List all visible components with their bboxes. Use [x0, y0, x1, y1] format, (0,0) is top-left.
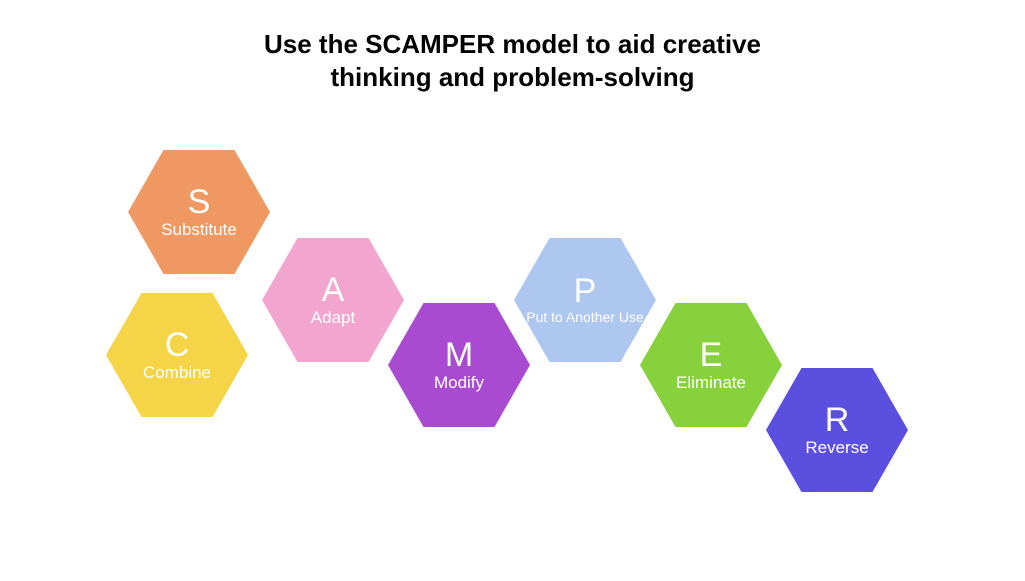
- hex-content: R Reverse: [797, 403, 876, 458]
- hexagon: C Combine: [106, 293, 248, 417]
- hex-node: R Reverse: [766, 368, 908, 492]
- hex-content: P Put to Another Use: [518, 274, 652, 325]
- hex-node: C Combine: [106, 293, 248, 417]
- hex-content: E Eliminate: [668, 338, 754, 393]
- hex-node: M Modify: [388, 303, 530, 427]
- hex-letter: M: [445, 338, 473, 372]
- hex-letter: A: [322, 273, 345, 307]
- hex-letter: S: [188, 185, 211, 219]
- hexagon: E Eliminate: [640, 303, 782, 427]
- hex-label: Eliminate: [676, 374, 746, 393]
- hex-label: Modify: [434, 374, 484, 393]
- hex-letter: C: [165, 328, 190, 362]
- hex-label: Combine: [143, 364, 211, 383]
- hex-label: Reverse: [805, 439, 868, 458]
- page-title: Use the SCAMPER model to aid creative th…: [233, 28, 793, 93]
- hex-node: P Put to Another Use: [514, 238, 656, 362]
- hex-content: C Combine: [135, 328, 219, 383]
- hex-content: M Modify: [426, 338, 492, 393]
- hexagon: R Reverse: [766, 368, 908, 492]
- hexagon: P Put to Another Use: [514, 238, 656, 362]
- hex-letter: R: [825, 403, 850, 437]
- hex-node: S Substitute: [128, 150, 270, 274]
- hex-label: Adapt: [311, 309, 355, 328]
- hexagon: M Modify: [388, 303, 530, 427]
- hex-node: A Adapt: [262, 238, 404, 362]
- hex-label: Substitute: [161, 221, 237, 240]
- hex-letter: E: [700, 338, 723, 372]
- hex-letter: P: [574, 274, 597, 308]
- hexagon: A Adapt: [262, 238, 404, 362]
- hex-label: Put to Another Use: [526, 310, 644, 325]
- hexagon: S Substitute: [128, 150, 270, 274]
- hex-content: S Substitute: [153, 185, 245, 240]
- hex-content: A Adapt: [303, 273, 363, 328]
- hex-node: E Eliminate: [640, 303, 782, 427]
